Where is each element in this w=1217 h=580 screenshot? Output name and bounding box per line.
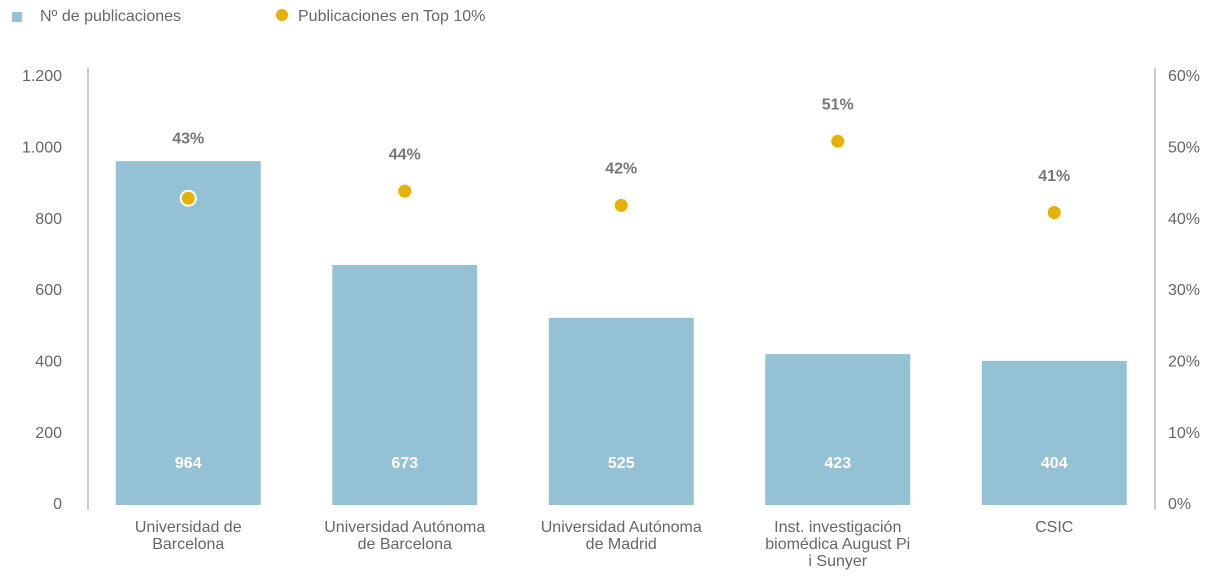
dot: [829, 132, 847, 150]
y2-tick-label: 40%: [1168, 211, 1200, 228]
y-tick-label: 1.000: [22, 140, 62, 157]
dot-value-label: 43%: [172, 130, 204, 147]
bar: [548, 317, 694, 505]
bar: [115, 161, 261, 505]
y2-tick-label: 10%: [1168, 425, 1200, 442]
y-tick-label: 1.200: [22, 68, 62, 85]
y2-tick-label: 20%: [1168, 354, 1200, 371]
dot-value-label: 42%: [605, 161, 637, 178]
bar-value-label: 423: [824, 455, 851, 472]
y-tick-label: 0: [53, 496, 62, 513]
bar-value-label: 964: [175, 455, 202, 472]
legend-label: Nº de publicaciones: [40, 8, 181, 25]
y-tick-label: 400: [35, 354, 62, 371]
legend-swatch: [276, 9, 288, 21]
legend-label: Publicaciones en Top 10%: [298, 8, 485, 25]
x-tick-label: Universidad de Barcelona: [134, 519, 242, 553]
y-tick-label: 600: [35, 282, 62, 299]
x-tick-label: Inst. investigación biomédica August Pi …: [765, 519, 911, 570]
bar: [765, 354, 911, 505]
y-tick-label: 800: [35, 211, 62, 228]
legend-swatch: [12, 12, 22, 22]
bar: [981, 360, 1127, 505]
y2-tick-label: 50%: [1168, 140, 1200, 157]
y2-tick-label: 0%: [1168, 496, 1191, 513]
dot-value-label: 41%: [1038, 168, 1070, 185]
x-tick-label: Universidad Autónoma de Barcelona: [324, 519, 486, 553]
dot-value-label: 51%: [822, 96, 854, 113]
y2-tick-label: 30%: [1168, 282, 1200, 299]
bar-value-label: 525: [608, 455, 635, 472]
x-tick-label: Universidad Autónoma de Madrid: [540, 519, 702, 553]
y-tick-label: 200: [35, 425, 62, 442]
bar: [332, 264, 478, 505]
dot: [396, 182, 414, 200]
y2-tick-label: 60%: [1168, 68, 1200, 85]
bar-value-label: 673: [391, 455, 418, 472]
dot: [1045, 204, 1063, 222]
dot-value-label: 44%: [389, 146, 421, 163]
dot: [612, 196, 630, 214]
bar-value-label: 404: [1041, 455, 1068, 472]
dot: [179, 189, 197, 207]
x-tick-label: CSIC: [1035, 519, 1074, 536]
